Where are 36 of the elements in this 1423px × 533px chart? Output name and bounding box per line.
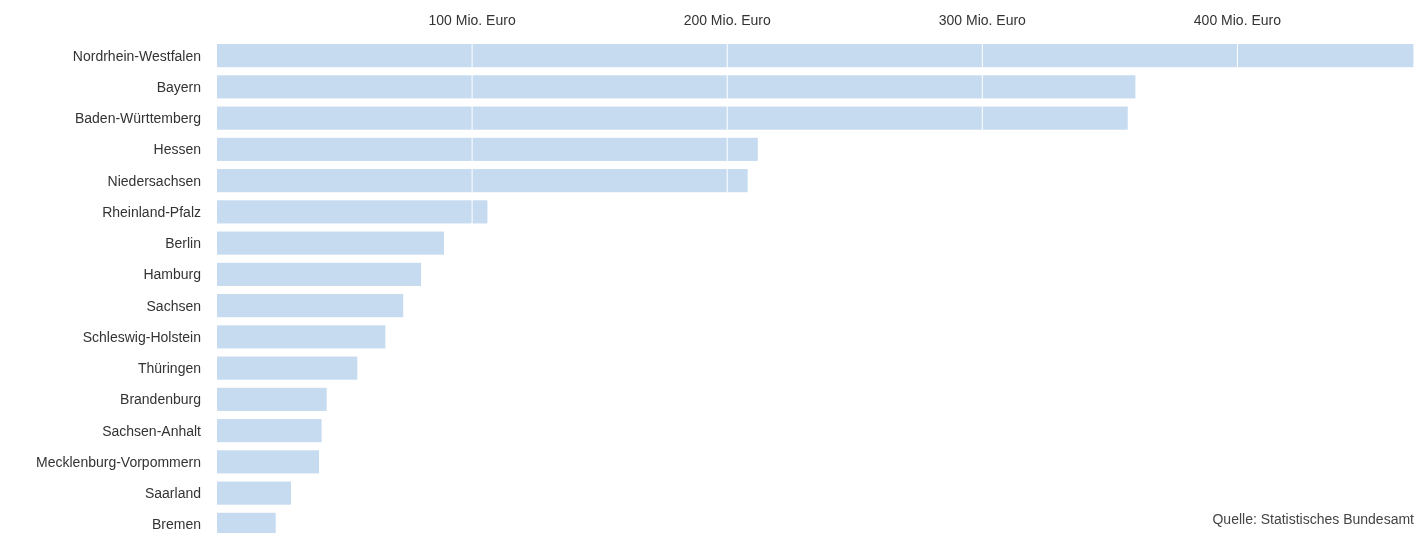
- y-tick-label: Niedersachsen: [107, 172, 201, 189]
- x-tick-label: 200 Mio. Euro: [683, 12, 771, 28]
- bar: [217, 169, 748, 193]
- annotation: Quelle: Statistisches Bundesamt: [1212, 511, 1415, 527]
- bar: [217, 356, 358, 380]
- bar: [217, 75, 1136, 99]
- y-tick-label: Berlin: [165, 235, 201, 252]
- y-tick-label: Schleswig-Holstein: [82, 328, 201, 345]
- bar: [217, 137, 758, 161]
- y-tick-label: Nordrhein-Westfalen: [72, 47, 201, 64]
- x-tick-label: 400 Mio. Euro: [1193, 12, 1282, 28]
- y-tick-label: Hessen: [153, 141, 201, 158]
- y-tick-label: Brandenburg: [120, 391, 201, 408]
- bar: [217, 419, 322, 443]
- bar: [217, 44, 1414, 68]
- bar: [217, 231, 445, 255]
- bar: [217, 294, 404, 318]
- x-tick-label: 300 Mio. Euro: [938, 12, 1027, 28]
- y-tick-label: Rheinland-Pfalz: [102, 203, 201, 220]
- y-tick-label: Sachsen: [146, 297, 201, 314]
- y-tick-label: Hamburg: [143, 266, 201, 283]
- bar: [217, 325, 386, 349]
- y-tick-label: Saarland: [144, 485, 201, 502]
- y-tick-label: Thüringen: [137, 360, 201, 377]
- bar: [217, 481, 291, 505]
- bar: [217, 106, 1128, 130]
- y-tick-label: Bayern: [156, 78, 201, 95]
- y-tick-label: Bremen: [151, 516, 201, 533]
- bar: [217, 450, 320, 474]
- x-tick-label: 100 Mio. Euro: [428, 12, 516, 28]
- bar: [217, 262, 422, 286]
- bar: [217, 200, 488, 224]
- bar: [217, 387, 327, 411]
- y-tick-label: Baden-Württemberg: [74, 110, 201, 127]
- y-tick-label: Mecklenburg-Vorpommern: [36, 453, 201, 470]
- y-tick-label: Sachsen-Anhalt: [102, 422, 202, 439]
